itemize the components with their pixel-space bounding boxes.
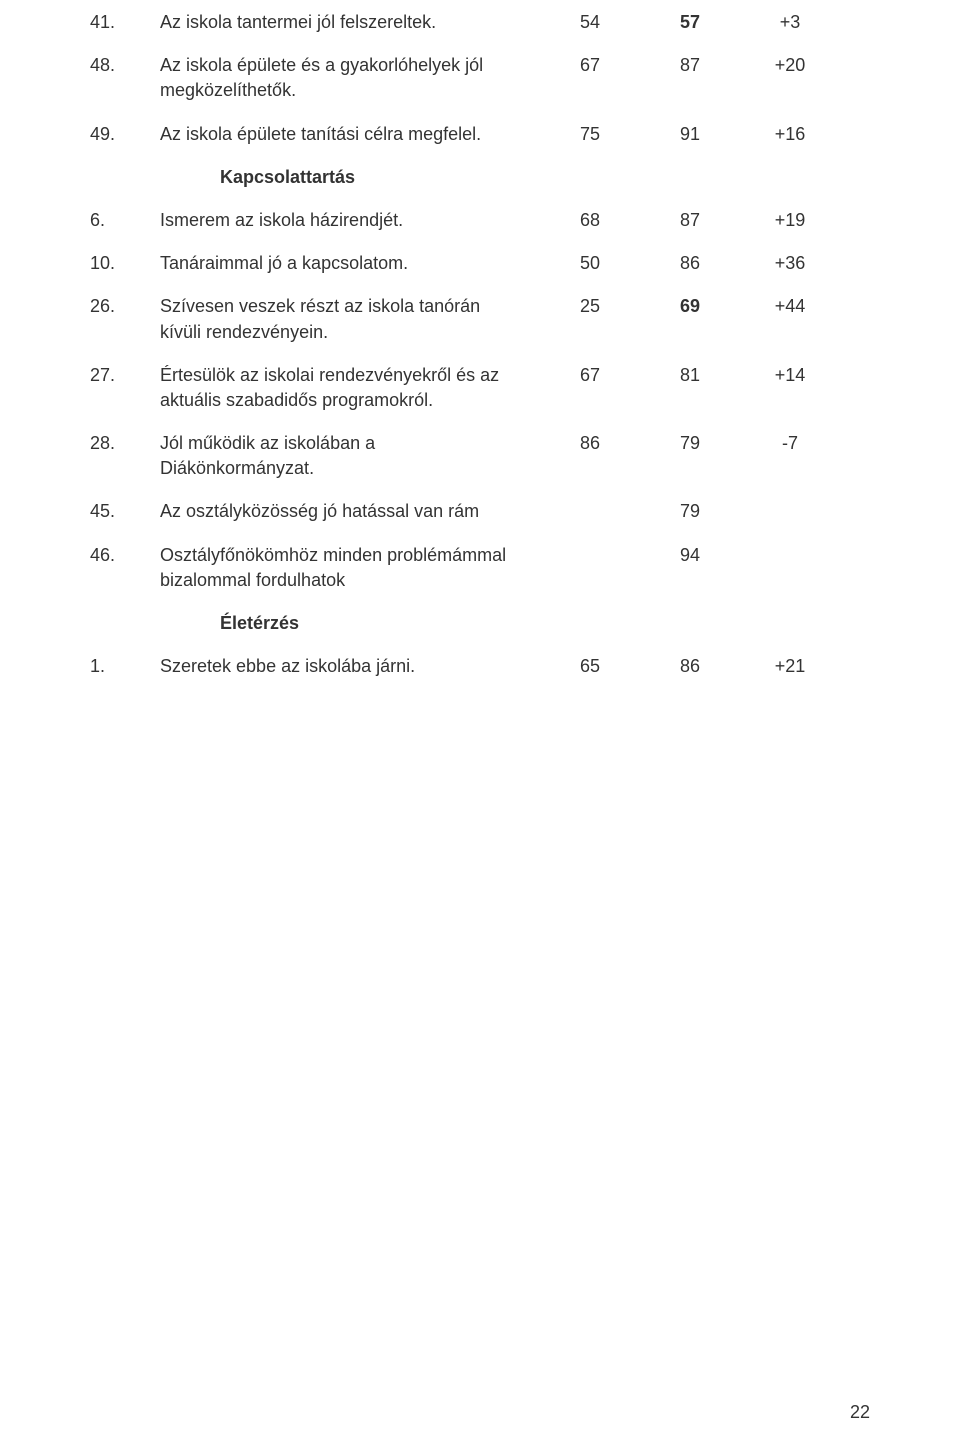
table-row: 41.Az iskola tantermei jól felszereltek.… (90, 10, 870, 35)
value-col-2: 86 (640, 654, 740, 679)
value-col-2: 57 (640, 10, 740, 35)
value-col-2: 86 (640, 251, 740, 276)
value-col-2: 94 (640, 543, 740, 568)
value-col-3: +19 (740, 208, 840, 233)
row-text: Szívesen veszek részt az iskola tanórán … (160, 294, 540, 344)
document-page: 41.Az iskola tantermei jól felszereltek.… (0, 0, 960, 1453)
value-col-1: 75 (540, 122, 640, 147)
value-col-3: +21 (740, 654, 840, 679)
row-number: 6. (90, 208, 160, 233)
survey-table: 41.Az iskola tantermei jól felszereltek.… (90, 10, 870, 679)
value-col-3: +20 (740, 53, 840, 78)
table-row: 46.Osztályfőnökömhöz minden problémámmal… (90, 543, 870, 593)
value-col-3: +14 (740, 363, 840, 388)
value-col-2: 69 (640, 294, 740, 319)
value-col-1: 67 (540, 53, 640, 78)
value-col-2: 87 (640, 53, 740, 78)
row-text: Jól működik az iskolában a Diákönkormány… (160, 431, 540, 481)
row-text: Az iskola épülete tanítási célra megfele… (160, 122, 540, 147)
table-row: 27.Értesülök az iskolai rendezvényekről … (90, 363, 870, 413)
value-col-1: 65 (540, 654, 640, 679)
table-row: 48.Az iskola épülete és a gyakorlóhelyek… (90, 53, 870, 103)
table-row: 49.Az iskola épülete tanítási célra megf… (90, 122, 870, 147)
value-col-2: 79 (640, 499, 740, 524)
row-number: 48. (90, 53, 160, 78)
row-number: 41. (90, 10, 160, 35)
value-col-2: 87 (640, 208, 740, 233)
row-text: Értesülök az iskolai rendezvényekről és … (160, 363, 540, 413)
value-col-1: 68 (540, 208, 640, 233)
table-row: 6.Ismerem az iskola házirendjét.6887+19 (90, 208, 870, 233)
value-col-1: 50 (540, 251, 640, 276)
value-col-2: 81 (640, 363, 740, 388)
value-col-2: 79 (640, 431, 740, 456)
row-text: Ismerem az iskola házirendjét. (160, 208, 540, 233)
value-col-3: +44 (740, 294, 840, 319)
table-row: 26.Szívesen veszek részt az iskola tanór… (90, 294, 870, 344)
value-col-3: -7 (740, 431, 840, 456)
row-text: Az iskola épülete és a gyakorlóhelyek jó… (160, 53, 540, 103)
section-heading: Életérzés (160, 611, 540, 636)
row-text: Osztályfőnökömhöz minden problémámmal bi… (160, 543, 540, 593)
value-col-3: +36 (740, 251, 840, 276)
value-col-3: +3 (740, 10, 840, 35)
section-heading-row: Életérzés (90, 611, 870, 636)
page-number: 22 (850, 1402, 870, 1423)
row-number: 27. (90, 363, 160, 388)
row-number: 26. (90, 294, 160, 319)
value-col-3: +16 (740, 122, 840, 147)
value-col-1: 25 (540, 294, 640, 319)
section-heading: Kapcsolattartás (160, 165, 540, 190)
row-text: Az osztályközösség jó hatással van rám (160, 499, 540, 524)
row-text: Szeretek ebbe az iskolába járni. (160, 654, 540, 679)
value-col-2: 91 (640, 122, 740, 147)
row-number: 45. (90, 499, 160, 524)
row-text: Az iskola tantermei jól felszereltek. (160, 10, 540, 35)
section-heading-row: Kapcsolattartás (90, 165, 870, 190)
row-text: Tanáraimmal jó a kapcsolatom. (160, 251, 540, 276)
row-number: 28. (90, 431, 160, 456)
row-number: 1. (90, 654, 160, 679)
value-col-1: 86 (540, 431, 640, 456)
row-number: 49. (90, 122, 160, 147)
row-number: 46. (90, 543, 160, 568)
value-col-1: 54 (540, 10, 640, 35)
row-number: 10. (90, 251, 160, 276)
table-row: 10.Tanáraimmal jó a kapcsolatom.5086+36 (90, 251, 870, 276)
value-col-1: 67 (540, 363, 640, 388)
table-row: 28.Jól működik az iskolában a Diákönkorm… (90, 431, 870, 481)
table-row: 45.Az osztályközösség jó hatással van rá… (90, 499, 870, 524)
table-row: 1.Szeretek ebbe az iskolába járni.6586+2… (90, 654, 870, 679)
